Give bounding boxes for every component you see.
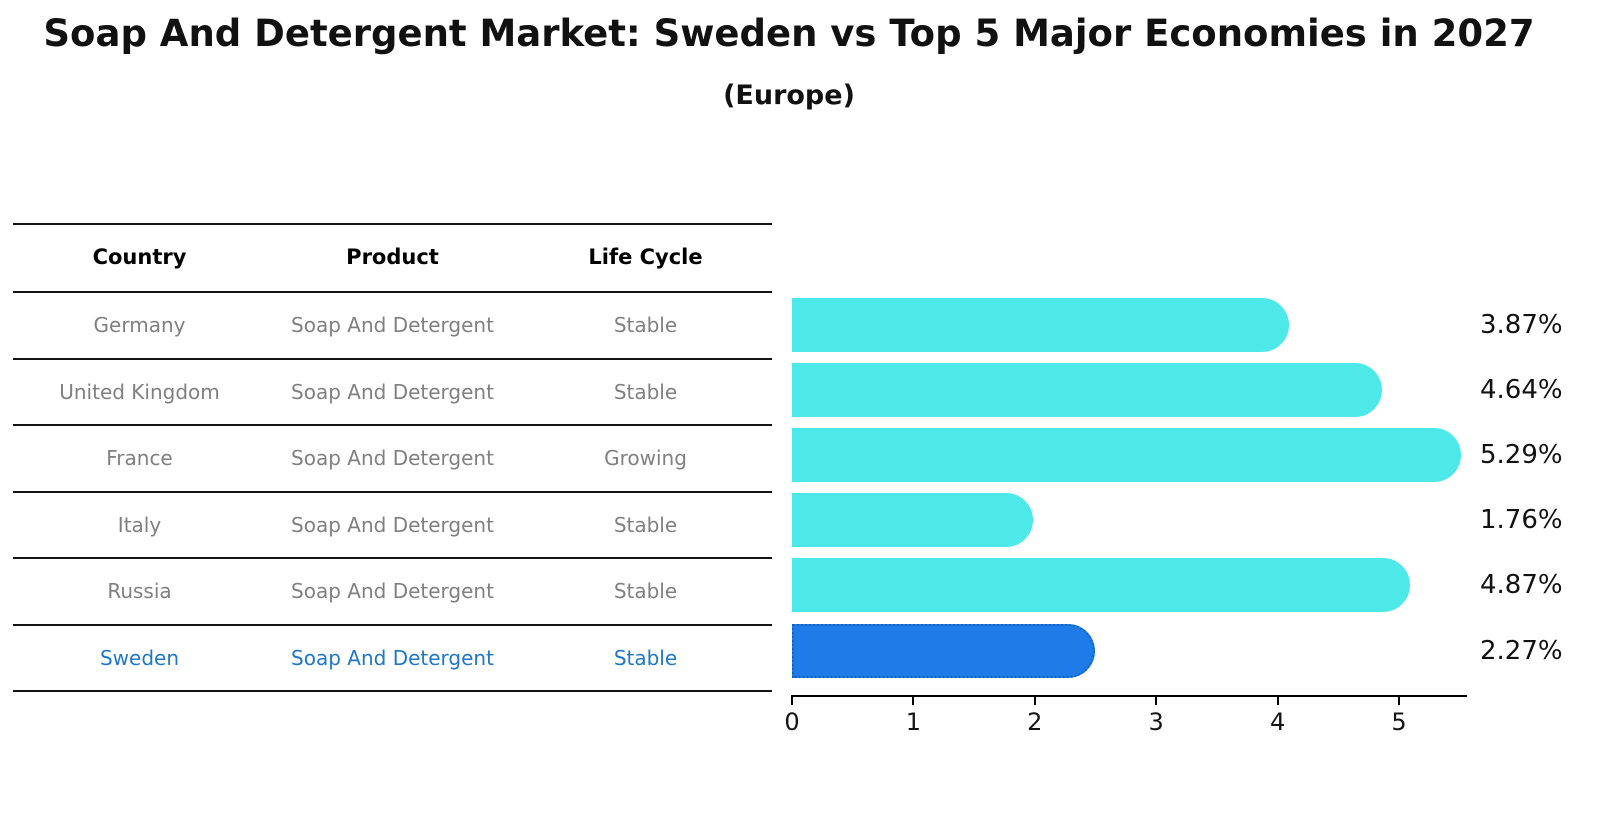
table-cell-lifecycle: Growing [604,446,687,471]
table-cell-lifecycle: Stable [613,645,678,670]
x-axis-tick-label: 2 [1027,708,1043,736]
x-axis [791,695,1467,697]
bar-value-label-france: 5.29% [1480,439,1563,470]
table-cell-lifecycle: Stable [613,313,678,338]
x-axis-tick [1398,697,1400,705]
chart-title: Soap And Detergent Market: Sweden vs Top… [43,12,1535,55]
bar-value-label-italy: 1.76% [1480,505,1563,536]
x-axis-tick-label: 1 [905,708,922,736]
x-axis-tick-label: 4 [1269,708,1286,736]
column-header-product: Product [346,245,439,270]
x-axis-tick-label: 5 [1391,708,1407,736]
bar-value-label-sweden: 2.27% [1480,635,1563,666]
x-axis-tick-label: 3 [1148,708,1164,736]
bar-france [792,427,1462,482]
table-cell-country: Russia [107,579,172,604]
table-header-row: Country Product Life Cycle [13,223,772,293]
column-header-country: Country [92,245,187,270]
table-row-united-kingdom: United Kingdom Soap And Detergent Stable [13,360,772,426]
bar-value-label-united-kingdom: 4.64% [1480,374,1563,405]
table-body: Germany Soap And Detergent Stable United Ki… [13,293,772,692]
table-cell-product: Soap And Detergent [291,512,494,537]
bar-value-label-germany: 3.87% [1480,309,1563,340]
table-cell-lifecycle: Stable [613,579,678,604]
table-cell-product: Soap And Detergent [291,313,494,338]
table-cell-lifecycle: Stable [613,512,678,537]
table-row-italy: Italy Soap And Detergent Stable [13,493,772,559]
table-row-germany: Germany Soap And Detergent Stable [13,293,772,360]
column-header-lifecycle: Life Cycle [588,245,703,270]
bar-value-label-russia: 4.87% [1480,570,1563,601]
table-row-russia: Russia Soap And Detergent Stable [13,559,772,626]
bar-sweden [792,623,1095,678]
table-cell-product: Soap And Detergent [291,446,494,471]
table-cell-country: Germany [93,313,186,338]
table-cell-country: Italy [117,512,162,537]
table-cell-lifecycle: Stable [613,379,678,404]
x-axis-tick [1155,697,1158,705]
x-axis-tick-label: 0 [784,708,800,736]
x-axis-tick [791,697,793,705]
x-axis-tick [912,697,915,705]
table-cell-product: Soap And Detergent [291,579,494,604]
table-cell-country: United Kingdom [59,379,220,404]
x-axis-tick [1033,697,1036,705]
country-table: Country Product Life Cycle Germany Soap A… [13,223,772,692]
chart-subtitle: (Europe) [723,80,855,111]
table-cell-product: Soap And Detergent [291,645,494,670]
table-cell-product: Soap And Detergent [291,379,494,404]
table-row-sweden: Sweden Soap And Detergent Stable [13,626,772,692]
x-axis-tick [1276,697,1279,705]
bar-germany [792,297,1289,352]
table-cell-country: Sweden [99,645,180,670]
bar-italy [792,493,1033,548]
table-cell-country: France [106,446,173,471]
bar-russia [792,558,1411,613]
bar-united-kingdom [792,362,1383,417]
table-row-france: France Soap And Detergent Growing [13,426,772,493]
